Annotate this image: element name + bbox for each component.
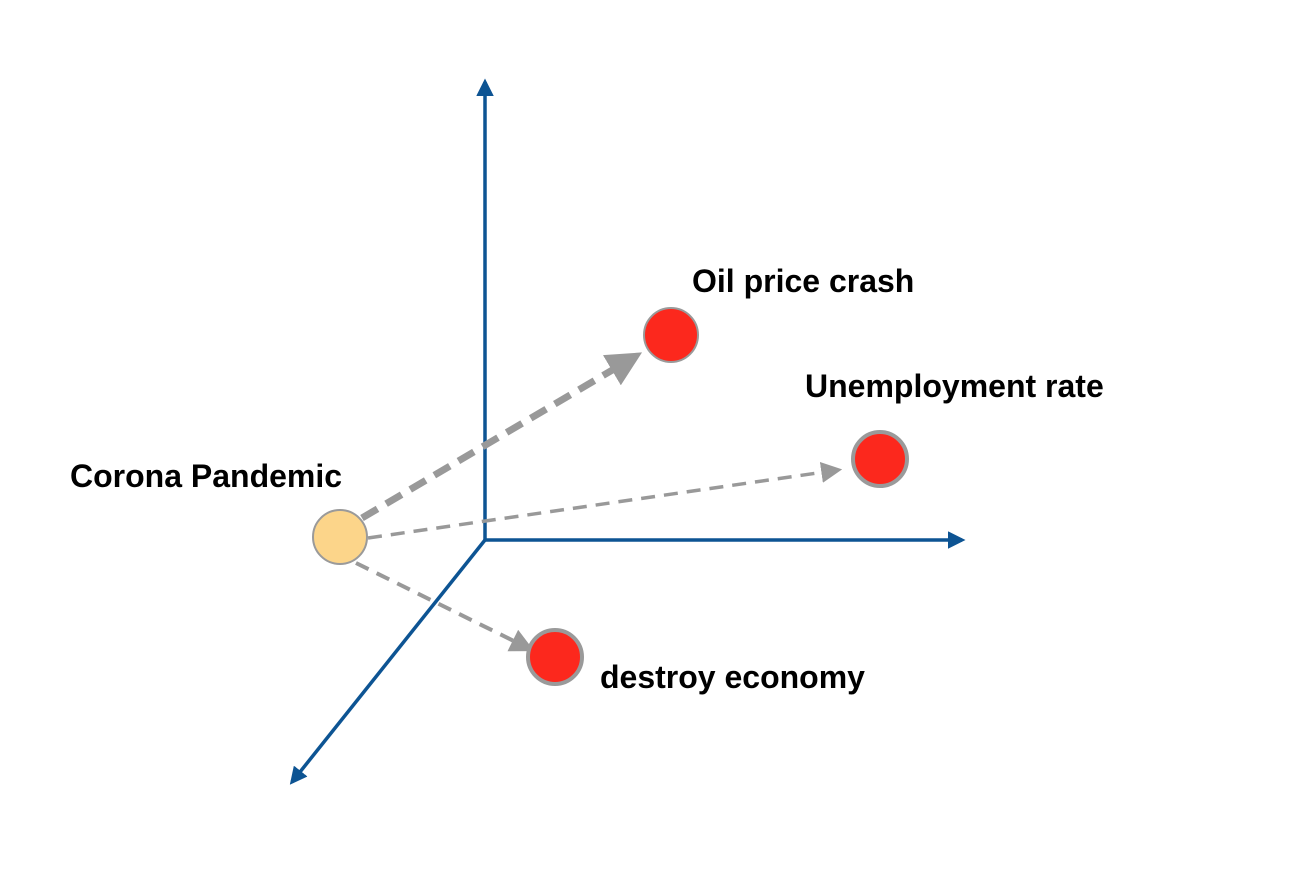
edge-corona-to-unemployment — [367, 462, 843, 540]
axes-group — [289, 78, 966, 785]
node-destroy-economy — [526, 628, 584, 686]
label-oil-price-crash: Oil price crash — [692, 263, 914, 299]
nodes-group — [312, 307, 909, 686]
node-corona-pandemic — [312, 509, 368, 565]
labels-group: Corona Pandemic Oil price crash Unemploy… — [70, 263, 1104, 695]
edges-group — [355, 352, 843, 652]
node-unemployment-rate — [851, 430, 909, 488]
label-unemployment-rate: Unemployment rate — [805, 368, 1104, 404]
node-oil-price-crash — [643, 307, 699, 363]
edge-corona-to-destroy-economy — [355, 561, 535, 652]
edge-corona-to-oil-price — [360, 352, 643, 522]
depth-axis — [289, 538, 487, 785]
label-corona-pandemic: Corona Pandemic — [70, 458, 342, 494]
label-destroy-economy: destroy economy — [600, 659, 865, 695]
